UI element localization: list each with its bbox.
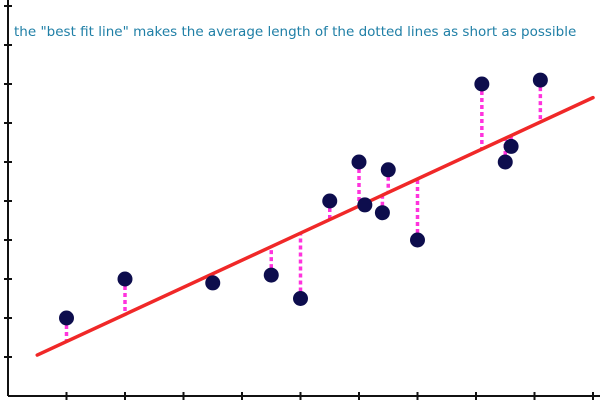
data-point [263, 267, 279, 283]
chart-caption: the "best fit line" makes the average le… [14, 24, 577, 40]
data-point [322, 193, 338, 209]
data-point [532, 72, 548, 88]
data-point [497, 154, 513, 170]
data-point [474, 76, 490, 92]
data-point [380, 162, 396, 178]
data-point [59, 310, 74, 326]
data-point [293, 291, 308, 306]
data-point [503, 138, 519, 154]
data-point [205, 275, 221, 291]
data-point [351, 154, 367, 170]
data-point [357, 197, 373, 213]
best-fit-line [35, 95, 595, 357]
data-point [374, 205, 390, 221]
data-point [117, 271, 133, 287]
data-point [410, 232, 425, 248]
